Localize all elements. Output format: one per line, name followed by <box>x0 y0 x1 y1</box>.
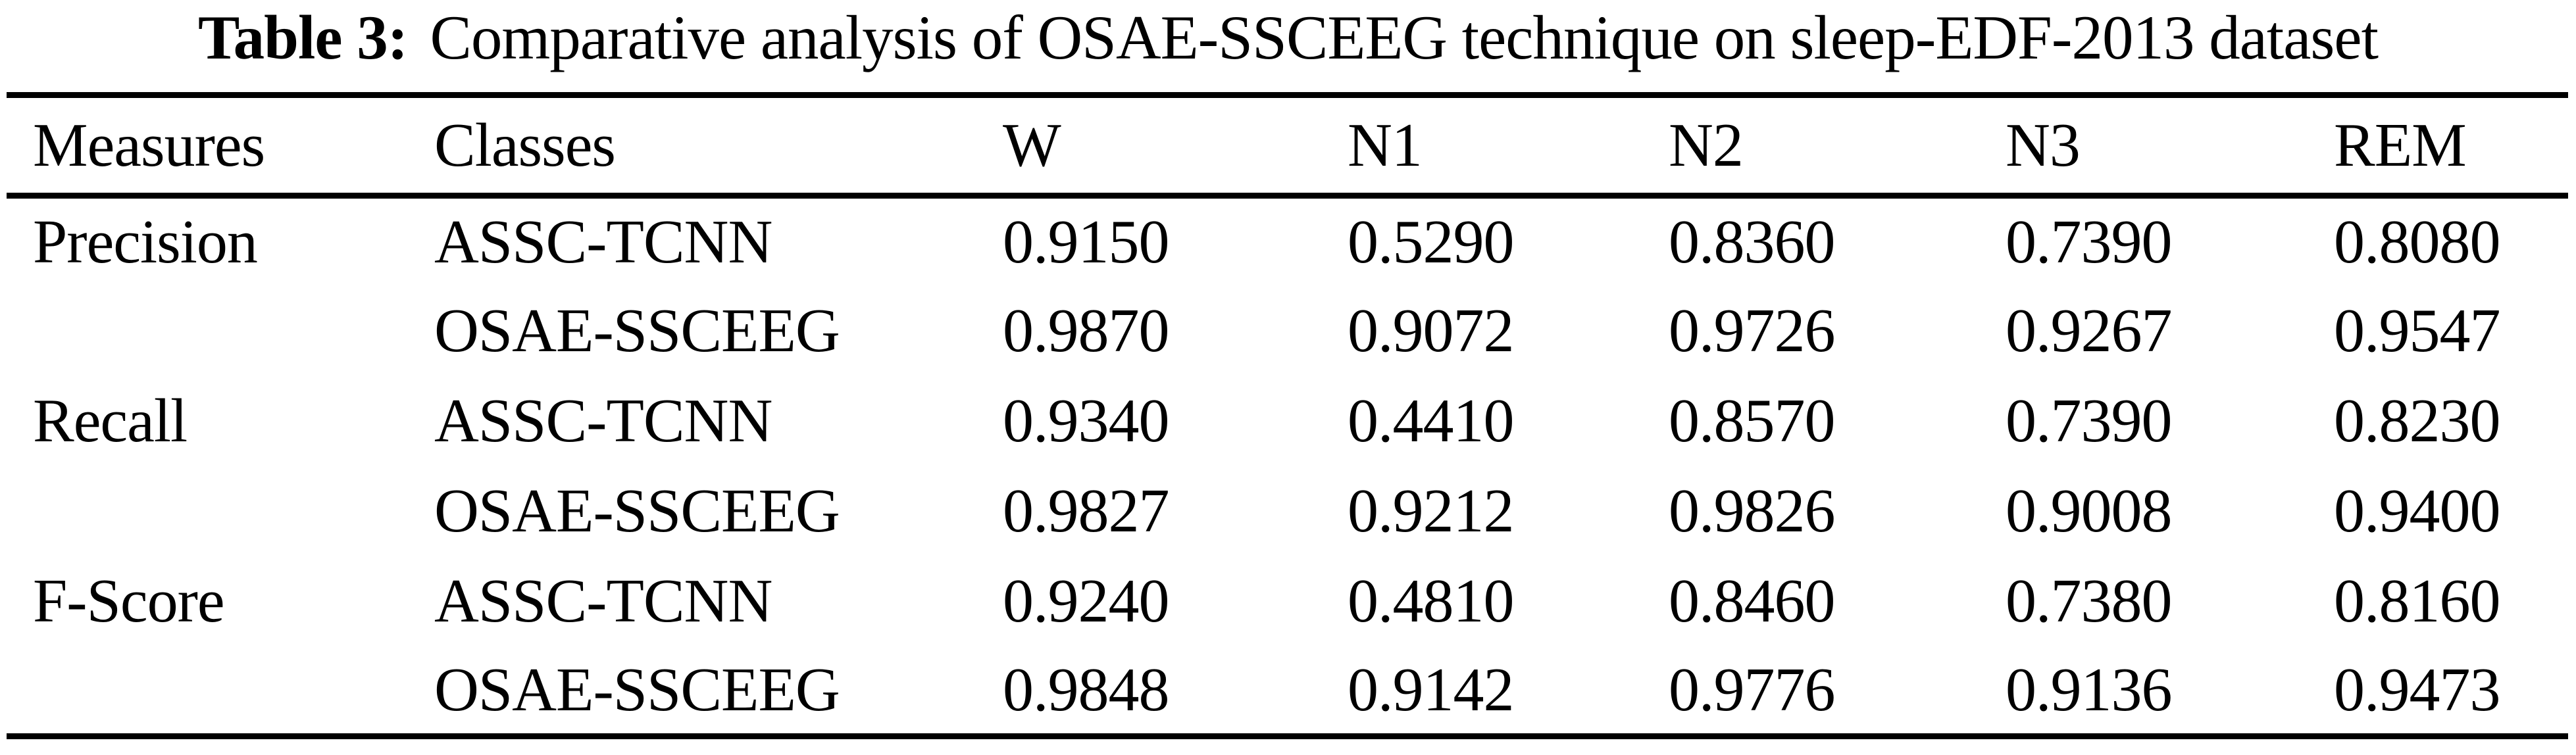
measure-cell: Recall <box>33 387 188 455</box>
value-cell: 0.9136 <box>2006 655 2173 724</box>
value-cell: 0.4410 <box>1348 387 1515 455</box>
class-cell: OSAE-SSCEEG <box>434 477 840 545</box>
column-header-rem: REM <box>2334 111 2467 180</box>
table-row: OSAE-SSCEEG 0.9848 0.9142 0.9776 0.9136 … <box>7 646 2568 737</box>
value-cell: 0.8080 <box>2334 208 2501 277</box>
measure-cell: F-Score <box>33 567 225 635</box>
measure-cell <box>7 646 434 737</box>
value-cell: 0.8570 <box>1669 387 1836 455</box>
value-cell: 0.9150 <box>1003 208 1170 277</box>
header-row: Measures Classes W N1 N2 N3 REM <box>7 95 2568 196</box>
column-header-n1: N1 <box>1348 111 1423 180</box>
value-cell: 0.9473 <box>2334 655 2501 724</box>
table-caption-text: Comparative analysis of OSAE-SSCEEG tech… <box>430 3 2379 72</box>
column-header-n3: N3 <box>2006 111 2081 180</box>
value-cell: 0.9827 <box>1003 477 1170 545</box>
measure-cell <box>7 286 434 376</box>
column-header-n2: N2 <box>1669 111 1744 180</box>
value-cell: 0.9848 <box>1003 655 1170 724</box>
measure-cell: Precision <box>33 208 258 277</box>
table-row: OSAE-SSCEEG 0.9870 0.9072 0.9726 0.9267 … <box>7 286 2568 376</box>
value-cell: 0.8360 <box>1669 208 1836 277</box>
value-cell: 0.9776 <box>1669 655 1836 724</box>
value-cell: 0.9142 <box>1348 655 1515 724</box>
value-cell: 0.9008 <box>2006 477 2173 545</box>
value-cell: 0.8230 <box>2334 387 2501 455</box>
class-cell: ASSC-TCNN <box>434 387 772 455</box>
value-cell: 0.9072 <box>1348 297 1515 365</box>
table-row: F-Score ASSC-TCNN 0.9240 0.4810 0.8460 0… <box>7 556 2568 646</box>
table-caption: Table 3: Comparative analysis of OSAE-SSC… <box>0 0 2576 92</box>
value-cell: 0.9826 <box>1669 477 1836 545</box>
table-row: Precision ASSC-TCNN 0.9150 0.5290 0.8360… <box>7 196 2568 286</box>
value-cell: 0.9400 <box>2334 477 2501 545</box>
column-header-w: W <box>1003 111 1061 180</box>
value-cell: 0.9340 <box>1003 387 1170 455</box>
table-caption-label: Table 3: <box>198 3 408 72</box>
table-row: Recall ASSC-TCNN 0.9340 0.4410 0.8570 0.… <box>7 376 2568 466</box>
class-cell: ASSC-TCNN <box>434 567 772 635</box>
value-cell: 0.9212 <box>1348 477 1515 545</box>
value-cell: 0.9726 <box>1669 297 1836 365</box>
class-cell: OSAE-SSCEEG <box>434 655 840 724</box>
table-row: OSAE-SSCEEG 0.9827 0.9212 0.9826 0.9008 … <box>7 466 2568 556</box>
value-cell: 0.8460 <box>1669 567 1836 635</box>
value-cell: 0.9267 <box>2006 297 2173 365</box>
class-cell: OSAE-SSCEEG <box>434 297 840 365</box>
value-cell: 0.9870 <box>1003 297 1170 365</box>
value-cell: 0.7390 <box>2006 208 2173 277</box>
results-table: Measures Classes W N1 N2 N3 REM Precisio… <box>7 92 2568 739</box>
value-cell: 0.8160 <box>2334 567 2501 635</box>
value-cell: 0.5290 <box>1348 208 1515 277</box>
value-cell: 0.9240 <box>1003 567 1170 635</box>
column-header-classes: Classes <box>434 111 616 180</box>
column-header-measures: Measures <box>33 111 265 180</box>
class-cell: ASSC-TCNN <box>434 208 772 277</box>
value-cell: 0.4810 <box>1348 567 1515 635</box>
value-cell: 0.7380 <box>2006 567 2173 635</box>
value-cell: 0.7390 <box>2006 387 2173 455</box>
value-cell: 0.9547 <box>2334 297 2501 365</box>
measure-cell <box>7 466 434 556</box>
